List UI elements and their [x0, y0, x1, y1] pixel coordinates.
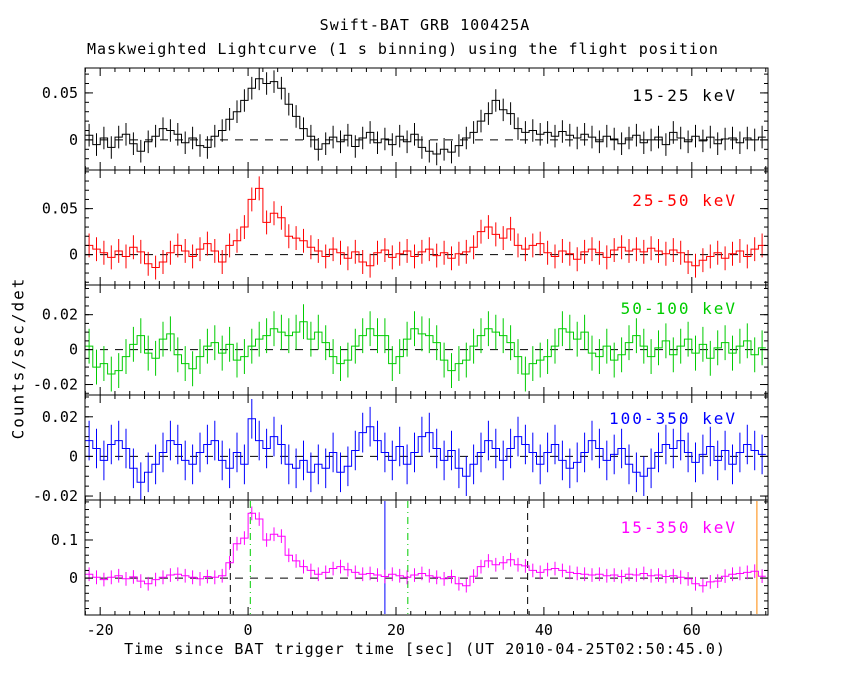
panel-3-curve	[85, 418, 766, 483]
panel-label-0: 15-25 keV	[632, 86, 737, 105]
svg-text:0.05: 0.05	[42, 84, 78, 102]
svg-text:-20: -20	[87, 621, 114, 639]
svg-text:0.02: 0.02	[42, 306, 78, 324]
svg-text:-0.02: -0.02	[33, 376, 78, 394]
panel-4: 00.1	[51, 499, 769, 616]
svg-text:0.1: 0.1	[51, 531, 78, 549]
panel-4-curve	[85, 512, 766, 587]
panel-label-1: 25-50 keV	[632, 191, 737, 210]
panel-2-curve	[85, 321, 766, 375]
panel-label-2: 50-100 keV	[620, 299, 737, 318]
panel-0-curve	[85, 78, 766, 155]
panel-1-curve	[85, 187, 766, 268]
panel-4-axes-ticks: 00.1	[51, 500, 768, 615]
svg-text:0: 0	[69, 341, 78, 359]
panel-1-axes-ticks: 00.05	[42, 170, 768, 285]
panel-0-axes-ticks: 00.05	[42, 68, 768, 170]
panel-label-3: 100-350 keV	[609, 409, 737, 428]
svg-text:0: 0	[69, 246, 78, 264]
svg-text:40: 40	[535, 621, 553, 639]
panel-0: 00.05	[42, 67, 769, 171]
svg-text:0.05: 0.05	[42, 200, 78, 218]
panel-3: -0.02 0 0.02	[33, 394, 769, 505]
panel-2: -0.02 0 0.02	[33, 284, 769, 396]
panel-label-4: 15-350 keV	[620, 518, 737, 537]
figure-title: Swift-BAT GRB 100425A	[319, 16, 531, 34]
panel-3-axes-ticks: -0.02 0 0.02	[33, 395, 768, 505]
svg-text:0: 0	[69, 447, 78, 465]
svg-text:0: 0	[69, 569, 78, 587]
svg-text:20: 20	[387, 621, 405, 639]
panel-2-errorbars	[88, 304, 763, 392]
trigger-marker-lines	[229, 501, 758, 614]
svg-text:0: 0	[69, 131, 78, 149]
svg-text:60: 60	[683, 621, 701, 639]
panel-3-errorbars	[88, 399, 763, 500]
x-axis-label: Time since BAT trigger time [sec] (UT 20…	[124, 640, 726, 658]
figure-subtitle: Maskweighted Lightcurve (1 s binning) us…	[87, 40, 719, 58]
panel-4-errorbars	[88, 506, 763, 593]
panel-1: 00.05	[42, 169, 769, 286]
panel-0-errorbars	[88, 68, 763, 166]
panel-2-axes-ticks: -0.02 0 0.02	[33, 285, 768, 395]
svg-text:0: 0	[244, 621, 253, 639]
svg-text:-0.02: -0.02	[33, 487, 78, 505]
panel-1-errorbars	[88, 176, 763, 280]
x-tick-labels: -20 0 20 40 60	[87, 621, 701, 639]
svg-text:0.02: 0.02	[42, 408, 78, 426]
